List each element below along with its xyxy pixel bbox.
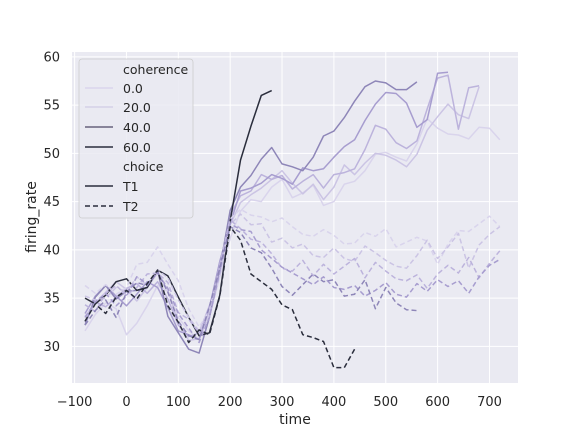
x-tick-label: 200 [218, 395, 243, 410]
series-line-coh-0-0-t2 [84, 208, 501, 328]
legend-frame [78, 58, 194, 219]
legend-entry-coherence-0: 0.0 [123, 81, 143, 96]
y-tick-label: 55 [43, 99, 60, 114]
x-tick-label: 0 [122, 395, 130, 410]
legend-entry-choice-t1: T1 [122, 179, 139, 194]
series-group [84, 71, 501, 369]
x-tick-label: 500 [373, 395, 398, 410]
x-tick-label: 600 [425, 395, 450, 410]
y-tick-label: 35 [43, 292, 60, 307]
x-tick-label: 300 [270, 395, 295, 410]
series-line-coh-0-0-t1 [84, 117, 501, 341]
series-line-coh-6-4-t2 [84, 219, 501, 334]
x-tick-label: 100 [166, 395, 191, 410]
series-line-coh-25-6-t2 [84, 225, 417, 341]
legend-coherence-title: coherence [123, 62, 188, 77]
y-tick-label: 30 [43, 340, 60, 355]
x-tick-label: 700 [477, 395, 502, 410]
series-line-coh-6-4-t1 [84, 74, 480, 338]
y-axis-ticks: 30 35 40 45 50 55 60 [43, 50, 60, 355]
x-tick-label: −100 [57, 395, 93, 410]
legend-choice-title: choice [123, 159, 164, 174]
y-tick-label: 45 [43, 195, 60, 210]
legend-entry-coherence-20: 20.0 [123, 100, 151, 115]
x-axis-ticks: −100 0 100 200 300 400 500 600 700 [57, 395, 502, 410]
legend: coherence 0.0 20.0 40.0 60.0 choice T1 T… [78, 58, 194, 219]
y-axis-label: firing_rate [24, 181, 40, 253]
y-tick-label: 50 [43, 147, 60, 162]
y-tick-label: 60 [43, 50, 60, 65]
legend-entry-coherence-60: 60.0 [123, 140, 151, 155]
series-line-coh-51-2-t1 [84, 89, 273, 337]
series-line-coh-12-8-t1 [84, 71, 449, 341]
y-tick-label: 40 [43, 243, 60, 258]
legend-entry-coherence-40: 40.0 [123, 120, 151, 135]
series-line-coh-51-2-t2 [84, 225, 356, 369]
legend-entry-choice-t2: T2 [122, 199, 139, 214]
x-axis-label: time [279, 412, 311, 428]
x-tick-label: 400 [321, 395, 346, 410]
